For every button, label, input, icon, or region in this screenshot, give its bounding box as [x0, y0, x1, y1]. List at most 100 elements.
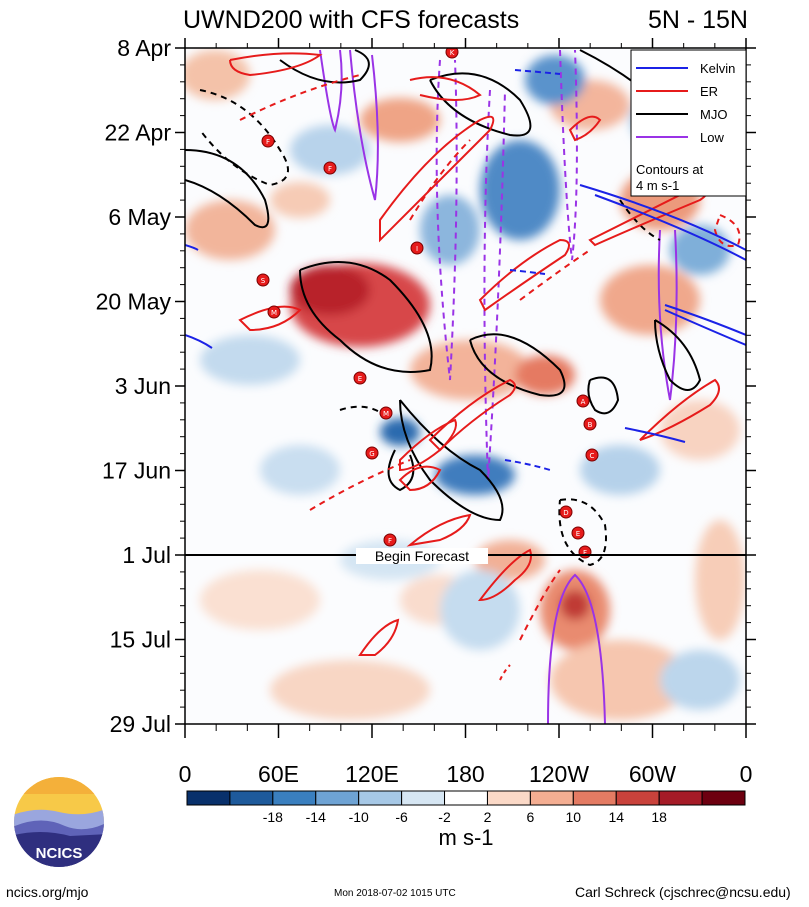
ncics-logo: NCICS — [14, 777, 104, 867]
storm-marker-letter: M — [271, 309, 277, 317]
y-tick-label: 17 Jun — [102, 458, 171, 484]
storm-marker-letter: B — [588, 421, 593, 429]
legend-note: 4 m s-1 — [636, 178, 679, 193]
legend-label-kelvin: Kelvin — [700, 61, 735, 76]
x-axis: 0 60E 120E 180 120W 60W 0 — [179, 38, 753, 787]
chart-region-label: 5N - 15N — [648, 6, 748, 34]
colorbar-label: 10 — [566, 809, 582, 825]
storm-marker: E — [353, 371, 367, 385]
legend-label-mjo: MJO — [700, 107, 727, 122]
colorbar-swatch — [444, 790, 488, 806]
storm-marker: G — [365, 446, 379, 460]
storm-marker-letter: M — [383, 410, 389, 418]
footer-timestamp: Mon 2018-07-02 1015 UTC — [334, 888, 456, 899]
storm-marker-letter: G — [369, 450, 374, 458]
colorbar-label: 18 — [651, 809, 667, 825]
colorbar-label: -10 — [349, 809, 369, 825]
x-tick-label: 120E — [345, 761, 399, 787]
storm-marker-symbol — [585, 448, 599, 462]
storm-marker-letter: I — [416, 245, 418, 253]
colorbar-label: 6 — [526, 809, 534, 825]
y-tick-label: 1 Jul — [122, 542, 171, 568]
chart-title: UWND200 with CFS forecasts — [183, 6, 519, 34]
colorbar-label: -18 — [263, 809, 283, 825]
legend-box — [630, 49, 747, 197]
storm-marker: M — [379, 406, 393, 420]
storm-markers: K F F I S M E M G F D E F A B C — [256, 48, 599, 559]
storm-marker: F — [261, 134, 275, 148]
storm-marker: S — [256, 273, 270, 287]
mjo-contours — [185, 49, 702, 567]
x-tick-label: 60W — [629, 761, 677, 787]
y-tick-label: 3 Jun — [115, 373, 171, 399]
colorbar-swatch — [272, 790, 317, 806]
storm-marker-symbol — [571, 526, 585, 540]
storm-marker-letter: K — [450, 49, 455, 57]
storm-marker-letter: A — [581, 398, 586, 406]
colorbar-swatch — [186, 790, 231, 806]
colorbar-unit: m s-1 — [439, 825, 494, 850]
footer-url: ncics.org/mjo — [6, 884, 89, 900]
storm-marker: M — [267, 305, 281, 319]
y-tick-label: 20 May — [96, 289, 172, 315]
x-tick-label: 0 — [740, 761, 753, 787]
low-contours — [319, 49, 678, 724]
storm-marker-letter: F — [328, 165, 332, 173]
storm-marker-letter: F — [583, 549, 587, 557]
storm-marker-symbol — [365, 446, 379, 460]
storm-marker: D — [559, 505, 573, 519]
x-tick-label: 0 — [179, 761, 192, 787]
storm-marker-symbol — [576, 394, 590, 408]
storm-marker-symbol — [379, 406, 393, 420]
storm-marker-letter: S — [261, 277, 266, 285]
colorbar-swatch — [701, 790, 746, 806]
storm-marker-symbol — [261, 134, 275, 148]
y-tick-label: 6 May — [108, 204, 171, 230]
colorbar-label: -2 — [438, 809, 451, 825]
storm-marker-letter: E — [576, 530, 580, 538]
colorbar: -18 -14 -10 -6 -2 2 6 10 14 18 — [186, 790, 746, 825]
storm-marker-letter: E — [358, 375, 362, 383]
colorbar-swatch — [401, 790, 446, 806]
storm-marker: K — [445, 48, 459, 59]
x-tick-label: 60E — [258, 761, 299, 787]
colorbar-label: 2 — [484, 809, 492, 825]
storm-marker-symbol — [383, 533, 397, 547]
colorbar-swatch — [658, 790, 703, 806]
storm-marker-letter: F — [388, 537, 392, 545]
storm-marker-symbol — [267, 305, 281, 319]
colorbar-swatch — [572, 790, 617, 806]
colorbar-label: -14 — [306, 809, 326, 825]
legend-label-low: Low — [700, 130, 724, 145]
colorbar-swatch — [486, 790, 531, 806]
storm-marker-symbol — [256, 273, 270, 287]
colorbar-label: 14 — [608, 809, 624, 825]
kelvin-contours — [185, 69, 746, 471]
colorbar-swatch — [229, 790, 274, 806]
storm-marker: F — [323, 161, 337, 175]
legend: Kelvin ER MJO Low Contours at4 m s-1 — [630, 49, 747, 197]
storm-marker: F — [578, 545, 592, 559]
begin-forecast-label: Begin Forecast — [375, 548, 469, 564]
y-tick-label: 8 Apr — [117, 35, 171, 61]
storm-marker-symbol — [445, 48, 459, 59]
footer-author: Carl Schreck (cjschrec@ncsu.edu) — [575, 884, 791, 900]
colorbar-swatch — [615, 790, 660, 806]
er-contours — [229, 52, 741, 681]
storm-marker-symbol — [353, 371, 367, 385]
colorbar-swatch — [358, 790, 403, 806]
y-tick-label: 29 Jul — [110, 711, 171, 737]
storm-marker-letter: D — [563, 509, 568, 517]
colorbar-label: -6 — [395, 809, 408, 825]
legend-label-er: ER — [700, 84, 718, 99]
storm-marker: F — [383, 533, 397, 547]
forecast-label-bg — [356, 548, 488, 564]
storm-marker-letter: F — [266, 138, 270, 146]
y-tick-label: 15 Jul — [110, 627, 171, 653]
storm-marker-letter: C — [590, 452, 595, 460]
colorbar-swatch — [315, 790, 360, 806]
y-tick-label: 22 Apr — [105, 120, 172, 146]
logo-text: NCICS — [36, 845, 83, 862]
storm-marker: E — [571, 526, 585, 540]
